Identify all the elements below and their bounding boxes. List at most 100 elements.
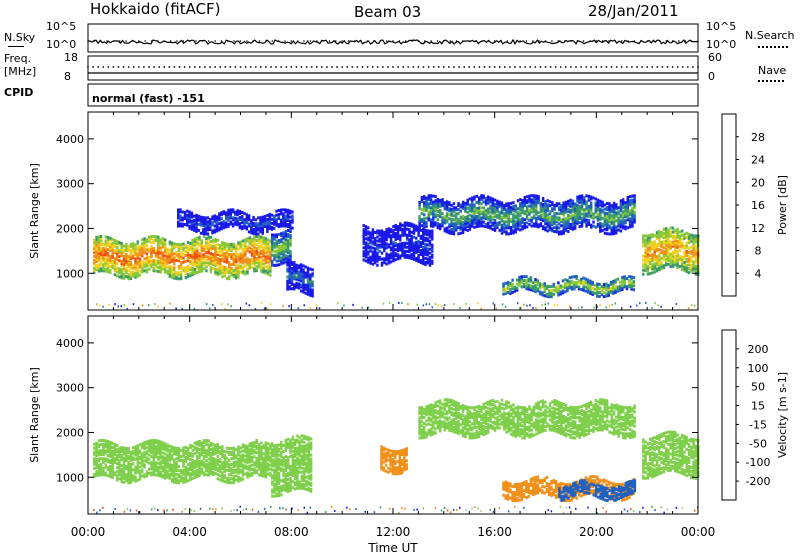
heatmap-cell <box>660 305 662 308</box>
heatmap-cell <box>480 307 482 310</box>
heatmap-cell <box>173 466 176 470</box>
heatmap-cell <box>93 268 96 272</box>
heatmap-cell <box>148 249 151 253</box>
heatmap-cell <box>177 216 180 220</box>
heatmap-cell <box>521 201 524 204</box>
heatmap-cell <box>262 236 265 240</box>
heatmap-cell <box>622 200 625 204</box>
heatmap-cell <box>599 211 602 215</box>
heatmap-cell <box>655 233 659 237</box>
heatmap-cell <box>170 253 174 257</box>
heatmap-cell <box>311 294 314 298</box>
heatmap-cell <box>104 441 107 445</box>
heatmap-cell <box>546 225 549 229</box>
heatmap-cell <box>150 473 153 477</box>
heatmap-cell <box>290 277 294 281</box>
heatmap-cell <box>182 450 185 454</box>
heatmap-cell <box>448 217 451 221</box>
heatmap-cell <box>646 264 650 268</box>
heatmap-cell <box>424 260 427 264</box>
noise-search-dot <box>665 40 667 42</box>
heatmap-cell <box>244 260 247 264</box>
heatmap-cell <box>589 281 592 285</box>
heatmap-cell <box>694 240 698 244</box>
heatmap-cell <box>577 287 581 291</box>
heatmap-cell <box>587 219 591 222</box>
heatmap-cell <box>539 224 543 228</box>
heatmap-cell <box>199 231 203 235</box>
heatmap-cell <box>690 233 693 237</box>
heatmap-cell <box>116 252 119 256</box>
heatmap-cell <box>282 216 285 220</box>
heatmap-cell <box>170 255 174 259</box>
heatmap-cell <box>168 444 171 448</box>
heatmap-cell <box>571 227 575 231</box>
heatmap-cell <box>262 252 265 256</box>
heatmap-cell <box>523 198 526 201</box>
heatmap-cell <box>191 477 194 481</box>
heatmap-cell <box>177 481 181 485</box>
heatmap-cell <box>152 235 155 238</box>
nave-dot <box>87 66 89 68</box>
heatmap-cell <box>113 443 117 446</box>
heatmap-cell <box>189 458 192 461</box>
heatmap-cell <box>289 256 292 260</box>
heatmap-cell <box>129 254 133 258</box>
heatmap-cell <box>477 214 481 218</box>
heatmap-cell <box>676 257 679 261</box>
heatmap-cell <box>143 245 146 249</box>
heatmap-cell <box>394 254 397 258</box>
heatmap-cell <box>617 224 620 228</box>
heatmap-cell <box>200 261 203 265</box>
heatmap-cell <box>150 449 153 453</box>
heatmap-cell <box>175 277 178 281</box>
heatmap-cell <box>234 248 238 252</box>
heatmap-cell <box>389 254 393 258</box>
heatmap-cell <box>380 233 384 237</box>
heatmap-cell <box>215 223 219 227</box>
heatmap-cell <box>514 206 517 210</box>
heatmap-cell <box>241 217 244 221</box>
heatmap-cell <box>378 249 381 253</box>
heatmap-cell <box>506 284 510 288</box>
heatmap-cell <box>403 225 407 229</box>
heatmap-cell <box>262 238 265 242</box>
heatmap-cell <box>525 221 529 225</box>
heatmap-cell <box>385 246 388 250</box>
heatmap-cell <box>198 439 201 443</box>
heatmap-cell <box>617 222 620 226</box>
heatmap-cell <box>198 243 201 247</box>
heatmap-cell <box>545 286 549 290</box>
heatmap-cell <box>612 281 615 285</box>
heatmap-cell <box>168 458 171 462</box>
heatmap-cell <box>254 224 258 228</box>
heatmap-cell <box>519 208 522 212</box>
heatmap-cell <box>228 255 231 258</box>
heatmap-cell <box>227 214 230 218</box>
heatmap-cell <box>621 283 624 287</box>
heatmap-cell <box>545 284 549 288</box>
heatmap-cell <box>175 273 178 276</box>
heatmap-cell <box>311 280 314 284</box>
heatmap-cell <box>420 224 424 228</box>
heatmap-cell <box>196 238 199 242</box>
heatmap-cell <box>432 208 435 212</box>
noise-search-dot <box>551 40 553 42</box>
heatmap-cell <box>436 222 440 226</box>
heatmap-cell <box>399 246 402 250</box>
heatmap-cell <box>125 473 128 477</box>
heatmap-cell <box>364 233 368 237</box>
heatmap-cell <box>626 200 629 204</box>
nave-dot <box>498 66 501 68</box>
heatmap-cell <box>104 263 107 267</box>
heatmap-cell <box>134 243 137 247</box>
heatmap-cell <box>136 254 139 258</box>
heatmap-cell <box>120 260 123 264</box>
heatmap-cell <box>230 257 233 261</box>
heatmap-cell <box>138 265 142 269</box>
heatmap-cell <box>291 214 294 218</box>
heatmap-cell <box>95 245 98 249</box>
heatmap-cell <box>205 261 208 265</box>
noise-search-dot <box>640 40 642 42</box>
heatmap-cell <box>429 198 433 202</box>
